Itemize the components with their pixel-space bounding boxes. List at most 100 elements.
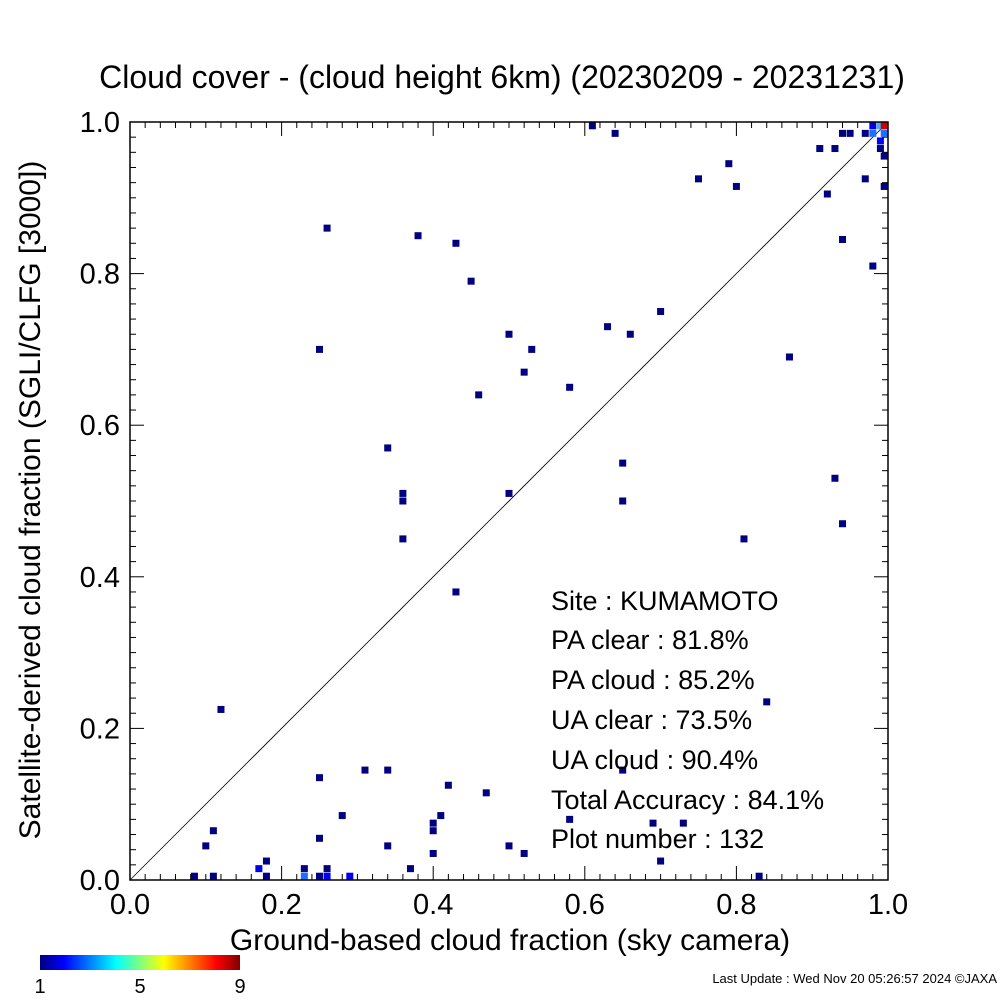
- data-point: [619, 459, 627, 467]
- data-point: [202, 842, 210, 850]
- data-point: [384, 444, 392, 452]
- data-point: [505, 842, 513, 850]
- data-point: [300, 872, 308, 880]
- data-point: [588, 122, 596, 130]
- data-point: [880, 182, 888, 190]
- data-point: [876, 122, 884, 130]
- data-point: [209, 872, 217, 880]
- plot-frame: [129, 121, 889, 881]
- data-point: [399, 535, 407, 543]
- data-point: [346, 872, 354, 880]
- data-point: [861, 129, 869, 137]
- data-point: [475, 391, 483, 399]
- data-point: [679, 819, 687, 827]
- data-point: [444, 781, 452, 789]
- y-tick-label: 0.2: [80, 713, 120, 745]
- x-tick-label: 1.0: [868, 889, 908, 921]
- y-axis-label: Satellite-derived cloud fraction (SGLI/C…: [14, 161, 47, 840]
- y-tick-label: 0.4: [80, 562, 120, 594]
- stat-plot-number: Plot number : 132: [551, 824, 764, 854]
- data-point: [861, 175, 869, 183]
- data-point: [316, 345, 323, 353]
- y-tick-label: 1.0: [80, 107, 120, 139]
- data-point: [604, 323, 612, 331]
- x-axis-label: Ground-based cloud fraction (sky camera): [230, 924, 790, 957]
- data-point: [566, 383, 574, 391]
- data-point: [505, 489, 513, 497]
- data-point: [437, 812, 445, 820]
- data-point: [626, 330, 634, 338]
- x-tick-label: 0.2: [261, 889, 301, 921]
- last-update-footer: Last Update : Wed Nov 20 05:26:57 2024 ©…: [712, 971, 997, 986]
- data-point: [190, 872, 198, 880]
- colorbar-gradient: [40, 955, 240, 970]
- data-point: [816, 145, 824, 153]
- data-point: [566, 815, 574, 823]
- data-point: [338, 812, 346, 820]
- data-point: [876, 145, 884, 153]
- data-point: [657, 857, 665, 865]
- stat-ua-cloud: UA cloud : 90.4%: [551, 745, 758, 775]
- data-point: [429, 827, 437, 835]
- data-point: [452, 588, 460, 596]
- data-point: [323, 224, 331, 232]
- data-point: [695, 175, 702, 183]
- data-point: [831, 474, 839, 482]
- data-point: [611, 129, 619, 137]
- diagonal-reference-line: [129, 121, 889, 881]
- data-point: [482, 789, 490, 797]
- data-point: [467, 277, 475, 285]
- stat-total-accuracy: Total Accuracy : 84.1%: [551, 785, 824, 815]
- data-point: [316, 872, 323, 880]
- data-point: [361, 766, 369, 774]
- data-point: [619, 497, 627, 505]
- colorbar-label-mid: 5: [134, 976, 145, 998]
- data-point: [323, 865, 331, 873]
- data-point: [316, 774, 323, 782]
- data-point: [869, 129, 877, 137]
- data-point: [384, 842, 392, 850]
- data-point: [452, 239, 460, 247]
- data-point: [823, 190, 831, 198]
- data-point: [880, 152, 888, 160]
- y-tick-label: 0.0: [80, 865, 120, 897]
- data-point: [831, 145, 839, 153]
- data-point: [657, 308, 665, 315]
- data-point: [429, 849, 437, 857]
- data-point: [846, 129, 854, 137]
- x-tick-label: 0.0: [110, 889, 150, 921]
- data-point: [839, 129, 847, 137]
- data-point: [316, 834, 323, 842]
- chart-title: Cloud cover - (cloud height 6km) (202302…: [99, 59, 905, 95]
- colorbar-label-min: 1: [34, 976, 45, 998]
- data-point: [262, 857, 270, 865]
- data-point: [429, 819, 437, 827]
- data-point: [869, 262, 877, 270]
- x-tick-label: 0.6: [565, 889, 605, 921]
- colorbar-label-max: 9: [234, 976, 245, 998]
- data-point: [323, 872, 331, 880]
- data-point: [619, 766, 627, 774]
- data-point: [839, 235, 847, 243]
- data-point: [406, 865, 414, 873]
- data-point: [763, 698, 771, 706]
- data-point: [520, 368, 528, 376]
- stat-ua-clear: UA clear : 73.5%: [551, 705, 752, 735]
- data-point: [399, 497, 407, 505]
- data-point: [399, 489, 407, 497]
- data-point: [880, 122, 888, 130]
- axis-tick-labels: 0.0 0.2 0.4 0.6 0.8 1.0 0.0 0.2 0.4 0.6 0.8 1.0: [80, 107, 908, 921]
- data-point: [839, 520, 847, 528]
- data-point: [740, 535, 748, 543]
- data-point: [209, 827, 217, 835]
- stat-pa-cloud: PA cloud : 85.2%: [551, 665, 755, 695]
- data-point: [300, 865, 308, 873]
- data-point: [785, 353, 793, 361]
- data-point: [869, 122, 877, 130]
- stats-panel: Site : KUMAMOTO PA clear : 81.8% PA clou…: [551, 586, 824, 854]
- data-point: [384, 766, 392, 774]
- data-point: [876, 137, 884, 145]
- y-tick-label: 0.6: [80, 410, 120, 442]
- x-tick-label: 0.8: [716, 889, 756, 921]
